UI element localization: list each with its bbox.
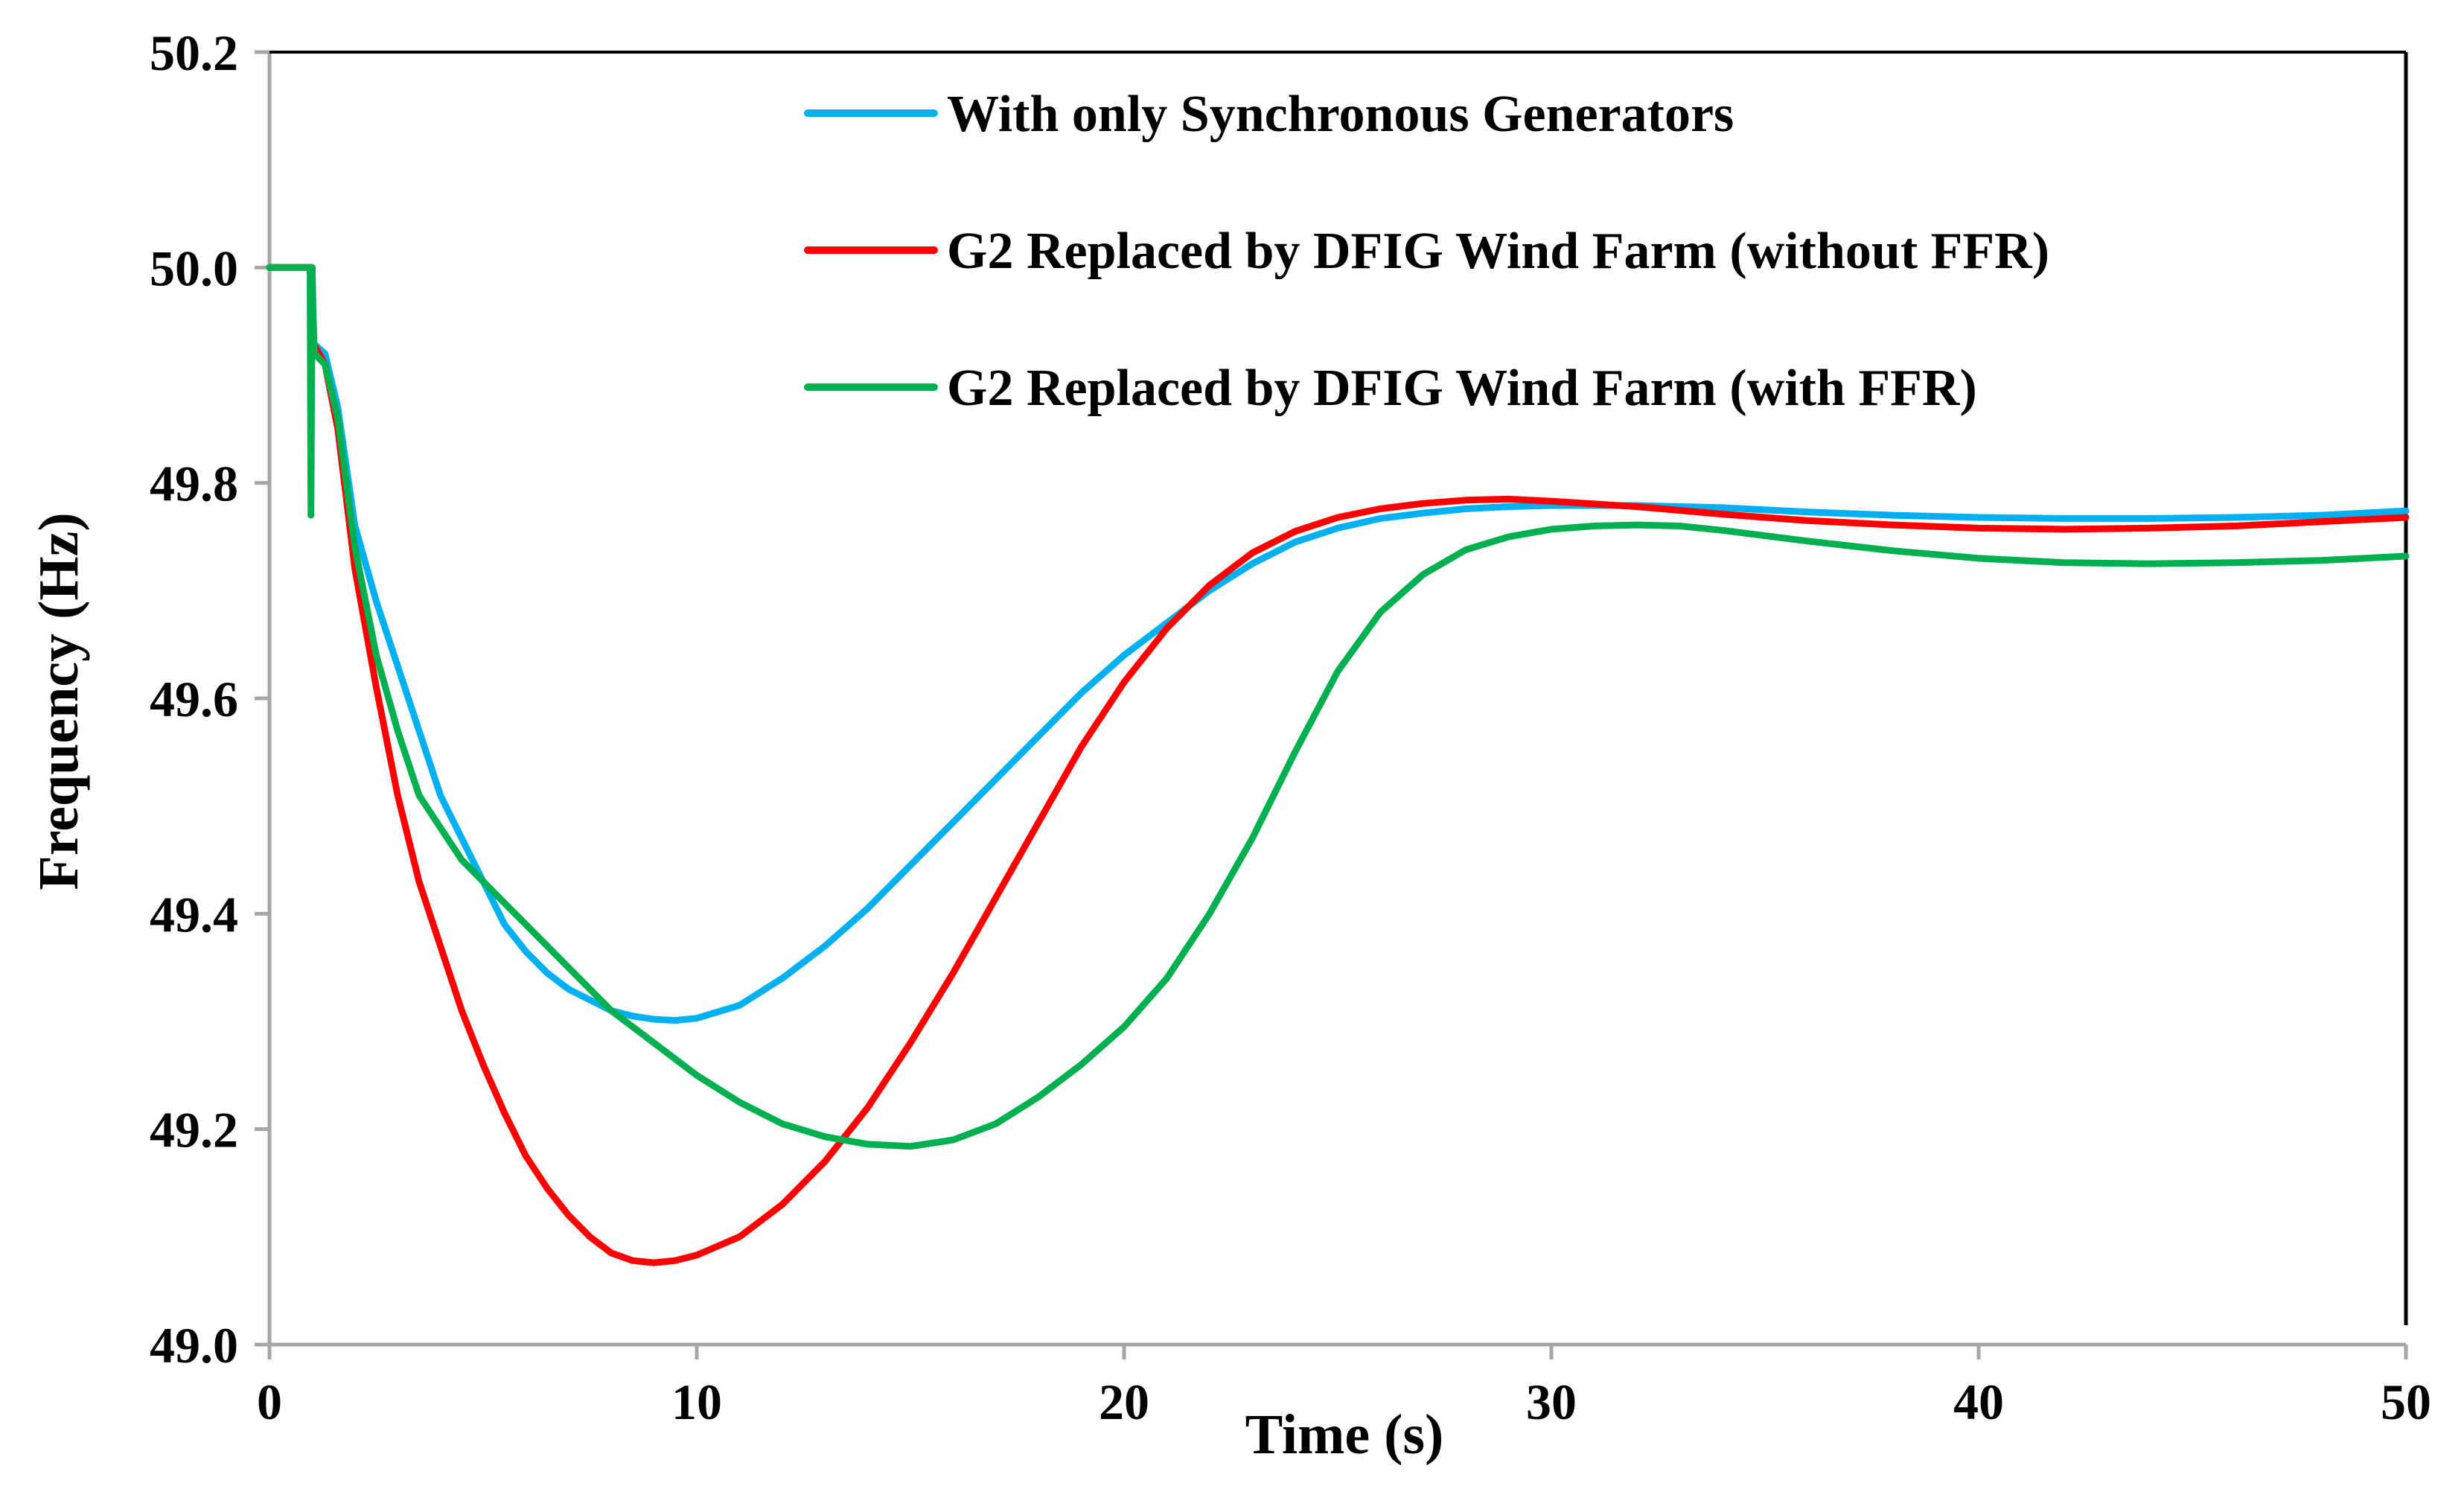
series-line-1 [266, 264, 2410, 1024]
y-axis-title: Frequency (Hz) [28, 512, 90, 890]
y-tick-label: 50.2 [150, 25, 238, 81]
x-tick-label: 10 [671, 1374, 722, 1430]
y-tick-label: 49.6 [150, 671, 238, 727]
y-tick-label: 50.0 [150, 240, 238, 296]
x-tick-label: 40 [1953, 1374, 2004, 1430]
x-tick-label: 30 [1526, 1374, 1577, 1430]
legend-label-3: G2 Replaced by DFIG Wind Farm (with FFR) [947, 360, 1977, 417]
series-line-3 [266, 264, 2410, 1150]
x-tick-label: 0 [257, 1374, 282, 1430]
y-tick-label: 49.2 [150, 1102, 238, 1158]
y-tick-label: 49.4 [150, 886, 238, 943]
series-line-2 [266, 264, 2410, 1266]
legend-label-2: G2 Replaced by DFIG Wind Farm (without F… [947, 223, 2049, 280]
x-axis-title: Time (s) [1245, 1403, 1444, 1466]
x-tick-label: 50 [2381, 1374, 2431, 1430]
legend-label-1: With only Synchronous Generators [947, 86, 1734, 143]
y-tick-label: 49.0 [150, 1317, 238, 1374]
y-tick-label: 49.8 [150, 456, 238, 512]
x-tick-label: 20 [1099, 1374, 1149, 1430]
